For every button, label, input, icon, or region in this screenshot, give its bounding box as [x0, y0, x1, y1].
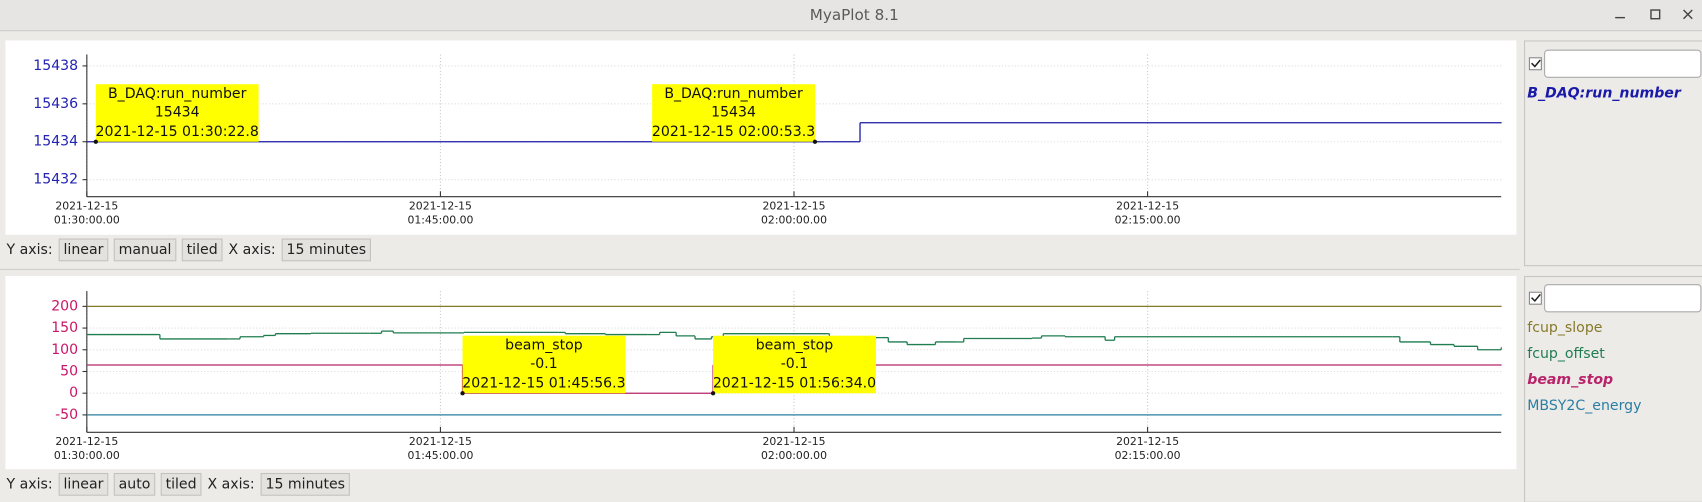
control-button[interactable]	[260, 472, 350, 496]
x-tick-label: 2021-12-15	[55, 435, 118, 448]
y-tick-label: 15436	[33, 96, 78, 112]
legend-filter-input[interactable]	[1544, 49, 1702, 78]
annotation-value: 15434	[711, 104, 756, 120]
annotation-marker	[812, 139, 818, 144]
title-bar	[0, 0, 1702, 31]
control-label: 15 minutes	[265, 476, 345, 492]
control-button[interactable]	[281, 238, 371, 262]
annotation-time: 2021-12-15 01:56:34.0	[713, 375, 876, 391]
x-tick-label: 02:00:00.00	[761, 449, 827, 462]
x-tick-label: 2021-12-15	[409, 199, 472, 212]
control-button[interactable]	[58, 472, 109, 496]
control-button[interactable]	[58, 238, 109, 262]
annotation-marker	[93, 139, 98, 144]
legend-checkbox[interactable]	[1528, 291, 1542, 305]
control-label: tiled	[187, 242, 218, 258]
y-tick-label: 100	[51, 342, 78, 358]
y-tick-label: -50	[55, 407, 78, 423]
control-label: tiled	[166, 476, 197, 492]
close-button[interactable]	[1683, 9, 1693, 20]
control-label: linear	[63, 242, 103, 258]
annotation-name: B_DAQ:run_number	[108, 86, 247, 102]
control-label: auto	[119, 476, 151, 492]
legend-entry[interactable]: fcup_offset	[1527, 346, 1605, 362]
y-tick-label: 150	[51, 320, 78, 336]
annotation-time: 2021-12-15 02:00:53.3	[652, 124, 815, 140]
annotation-time: 2021-12-15 01:30:22.8	[96, 124, 259, 140]
x-tick-label: 01:45:00.00	[407, 214, 473, 227]
control-button[interactable]	[181, 238, 223, 262]
x-tick-label: 01:45:00.00	[407, 449, 473, 462]
annotation-value: -0.1	[781, 356, 809, 372]
x-tick-label: 2021-12-15	[55, 199, 118, 212]
legend-checkbox[interactable]	[1528, 57, 1542, 71]
legend-panel	[1523, 40, 1702, 267]
annotation-box	[462, 335, 626, 394]
x-tick-label: 02:15:00.00	[1115, 449, 1181, 462]
checkbox-tick	[1531, 293, 1541, 303]
legend-entry[interactable]: beam_stop	[1527, 372, 1613, 388]
annotation-box	[713, 335, 876, 394]
x-tick-label: 01:30:00.00	[54, 214, 120, 227]
annotation-value: 15434	[155, 104, 200, 120]
maximize-button[interactable]	[1650, 9, 1661, 20]
content: 2021-12-1501:30:00.002021-12-1501:45:00.…	[0, 40, 1702, 502]
x-tick-label: 2021-12-15	[762, 199, 825, 212]
window-title: MyaPlot 8.1	[810, 6, 899, 24]
y-tick-label: 50	[60, 363, 78, 379]
x-tick-label: 02:15:00.00	[1115, 214, 1181, 227]
control-caption: Y axis:	[6, 476, 53, 492]
annotation-name: beam_stop	[756, 337, 834, 353]
x-tick-label: 2021-12-15	[1116, 199, 1179, 212]
y-tick-label: 0	[69, 385, 78, 401]
x-tick-label: 2021-12-15	[409, 435, 472, 448]
x-tick-label: 02:00:00.00	[761, 214, 827, 227]
x-tick-label: 01:30:00.00	[54, 449, 120, 462]
annotation-time: 2021-12-15 01:45:56.3	[462, 375, 625, 391]
legend-filter-input[interactable]	[1544, 284, 1702, 313]
control-button[interactable]	[113, 472, 156, 496]
annotation-marker	[710, 391, 716, 396]
annotation-name: B_DAQ:run_number	[664, 86, 803, 102]
legend-panel	[1523, 275, 1702, 502]
annotation-marker	[460, 391, 465, 396]
control-button[interactable]	[113, 238, 177, 262]
control-button[interactable]	[160, 472, 202, 496]
legend-entry[interactable]: B_DAQ:run_number	[1527, 86, 1682, 102]
annotation-value: -0.1	[530, 356, 558, 372]
control-label: linear	[63, 476, 103, 492]
y-tick-label: 15432	[33, 172, 78, 188]
control-label: 15 minutes	[287, 242, 367, 258]
annotation-box	[652, 84, 815, 142]
y-tick-label: 200	[51, 298, 78, 314]
control-caption: Y axis:	[6, 242, 53, 258]
control-label: manual	[119, 242, 172, 258]
control-caption: X axis:	[229, 242, 276, 258]
annotation-box	[95, 84, 259, 142]
y-tick-label: 15434	[33, 134, 78, 150]
y-tick-label: 15438	[33, 58, 78, 74]
x-tick-label: 2021-12-15	[762, 435, 825, 448]
checkbox-tick	[1531, 59, 1541, 68]
annotation-name: beam_stop	[505, 337, 583, 353]
legend-entry[interactable]: fcup_slope	[1527, 320, 1602, 336]
legend-entry[interactable]: MBSY2C_energy	[1527, 398, 1641, 414]
x-tick-label: 2021-12-15	[1116, 435, 1179, 448]
control-caption: X axis:	[207, 476, 254, 492]
